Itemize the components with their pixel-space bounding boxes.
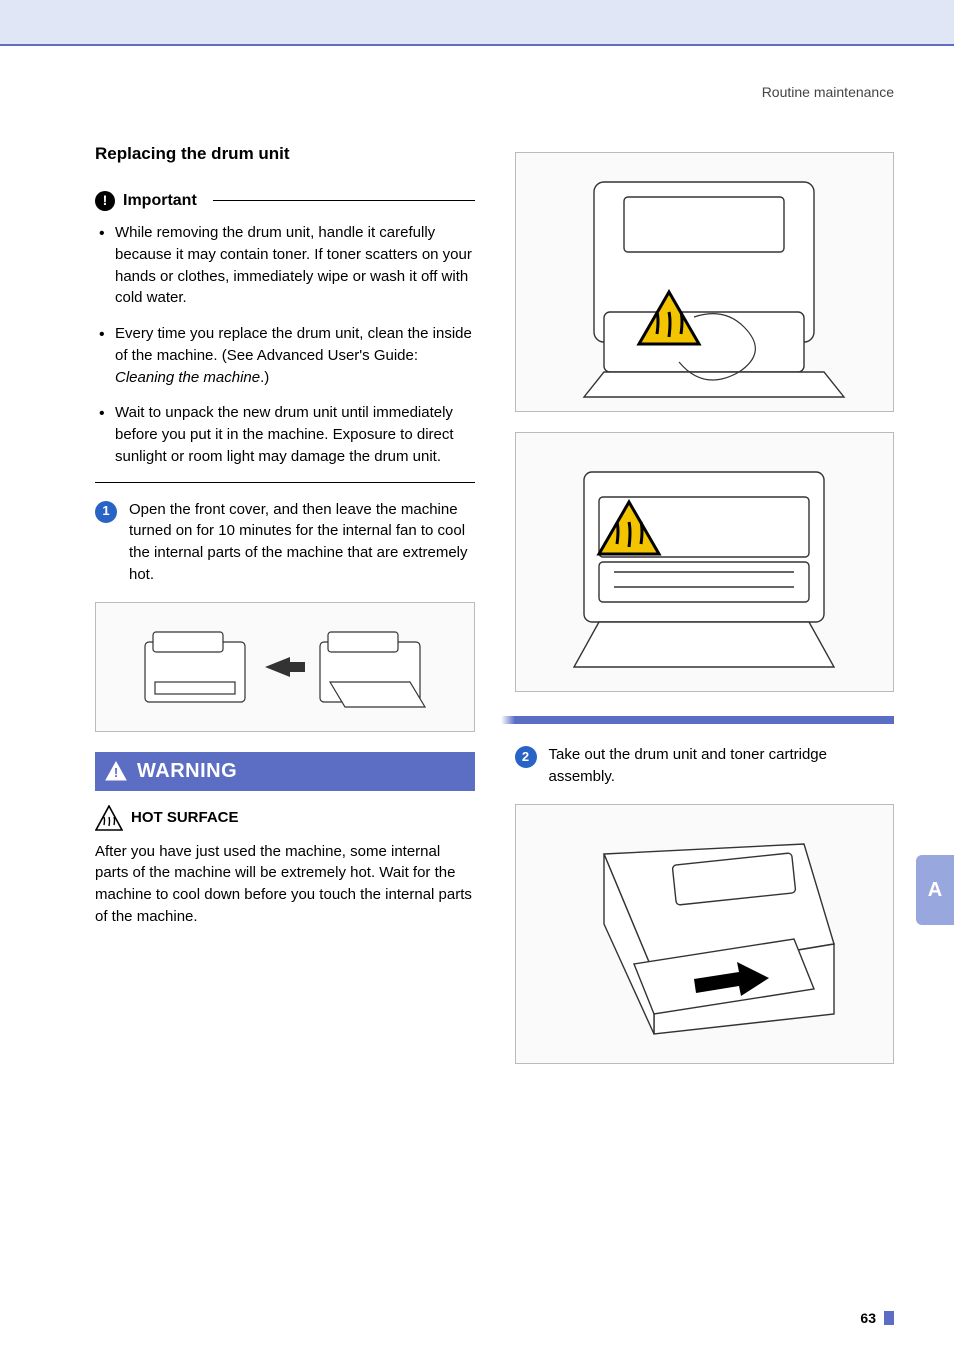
hot-surface-icon xyxy=(95,805,123,831)
step-1: 1 Open the front cover, and then leave t… xyxy=(95,499,475,586)
warning-label: WARNING xyxy=(137,757,237,786)
page-number: 63 xyxy=(860,1308,894,1328)
figure-top-view-warning xyxy=(515,152,895,412)
page-body: Routine maintenance Replacing the drum u… xyxy=(0,46,954,1124)
important-rule xyxy=(213,200,475,201)
important-item-text: Every time you replace the drum unit, cl… xyxy=(115,325,472,386)
warning-triangle-icon: ! xyxy=(105,761,127,781)
step-number-badge: 1 xyxy=(95,501,117,523)
important-item: Wait to unpack the new drum unit until i… xyxy=(95,402,475,467)
important-item: Every time you replace the drum unit, cl… xyxy=(95,323,475,388)
figure-remove-drum xyxy=(515,804,895,1064)
warning-body: After you have just used the machine, so… xyxy=(95,841,475,928)
step-2: 2 Take out the drum unit and toner cartr… xyxy=(515,744,895,788)
right-column: 2 Take out the drum unit and toner cartr… xyxy=(515,142,895,1084)
hot-surface-line: HOT SURFACE xyxy=(95,805,475,831)
left-column: Replacing the drum unit ! Important Whil… xyxy=(95,142,475,1084)
important-list: While removing the drum unit, handle it … xyxy=(95,222,475,468)
step-text: Take out the drum unit and toner cartrid… xyxy=(549,744,895,788)
important-label: Important xyxy=(123,189,197,212)
svg-text:!: ! xyxy=(114,765,118,780)
important-item: While removing the drum unit, handle it … xyxy=(95,222,475,309)
section-tab: A xyxy=(916,855,954,925)
cross-ref: Cleaning the machine xyxy=(115,369,260,386)
important-header: ! Important xyxy=(95,189,475,212)
important-bottom-rule xyxy=(95,482,475,483)
hot-surface-label: HOT SURFACE xyxy=(131,807,239,829)
two-column-layout: Replacing the drum unit ! Important Whil… xyxy=(95,142,894,1084)
important-callout: ! Important While removing the drum unit… xyxy=(95,189,475,483)
exclamation-icon: ! xyxy=(95,191,115,211)
figure-open-cover xyxy=(95,602,475,732)
page-number-accent xyxy=(884,1311,894,1325)
step-text: Open the front cover, and then leave the… xyxy=(129,499,475,586)
separator-bar xyxy=(515,716,895,724)
figure-interior-warning xyxy=(515,432,895,692)
page-number-value: 63 xyxy=(860,1308,876,1328)
warning-bar: ! WARNING xyxy=(95,752,475,791)
section-heading: Replacing the drum unit xyxy=(95,142,475,167)
top-band xyxy=(0,0,954,46)
step-number-badge: 2 xyxy=(515,746,537,768)
running-head: Routine maintenance xyxy=(95,82,894,102)
